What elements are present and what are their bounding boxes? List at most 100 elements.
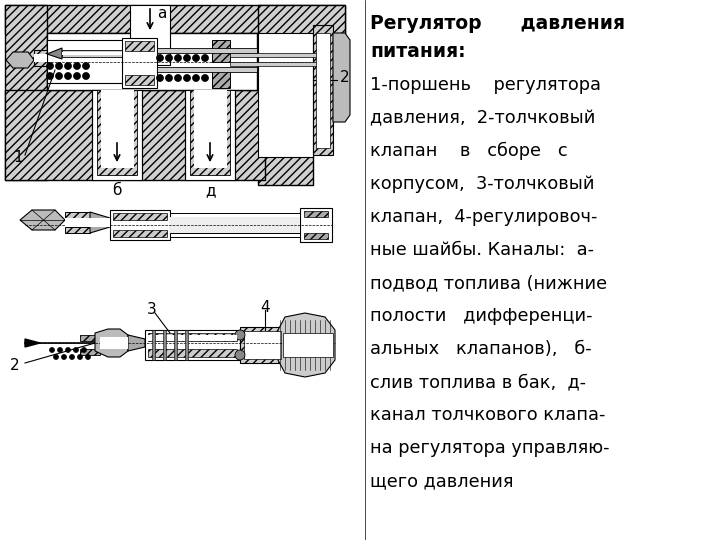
Text: 1: 1 <box>13 151 23 165</box>
Polygon shape <box>90 218 110 227</box>
Polygon shape <box>365 0 720 540</box>
Polygon shape <box>170 233 300 237</box>
Polygon shape <box>47 33 257 90</box>
Circle shape <box>61 354 66 360</box>
Text: давления,  2-толчковый: давления, 2-толчковый <box>370 109 595 127</box>
Polygon shape <box>170 213 300 217</box>
Polygon shape <box>47 40 132 83</box>
Polygon shape <box>125 75 154 85</box>
Polygon shape <box>125 41 154 51</box>
Circle shape <box>156 75 163 82</box>
Polygon shape <box>80 335 100 341</box>
Circle shape <box>202 55 209 62</box>
Polygon shape <box>212 68 230 88</box>
Circle shape <box>174 75 181 82</box>
Text: 4: 4 <box>260 300 270 314</box>
Polygon shape <box>300 208 332 242</box>
Polygon shape <box>304 233 328 239</box>
Text: б: б <box>112 183 122 198</box>
Polygon shape <box>316 33 330 148</box>
Polygon shape <box>258 55 313 185</box>
Polygon shape <box>101 90 134 168</box>
Polygon shape <box>157 67 257 72</box>
Polygon shape <box>65 218 90 227</box>
Polygon shape <box>90 212 110 233</box>
Text: на регулятора управляю-: на регулятора управляю- <box>370 439 610 457</box>
Circle shape <box>86 354 91 360</box>
Polygon shape <box>194 90 227 168</box>
Circle shape <box>53 354 58 360</box>
Polygon shape <box>185 330 188 360</box>
Polygon shape <box>240 327 285 363</box>
Polygon shape <box>65 227 90 233</box>
Text: а: а <box>157 6 166 21</box>
Circle shape <box>55 63 63 70</box>
Polygon shape <box>34 54 47 62</box>
Text: 2: 2 <box>10 357 20 373</box>
Polygon shape <box>65 212 90 218</box>
Polygon shape <box>122 38 157 88</box>
Text: 1-поршень    регулятора: 1-поршень регулятора <box>370 76 601 94</box>
Text: альных   клапанов),   б-: альных клапанов), б- <box>370 340 592 358</box>
Circle shape <box>166 55 173 62</box>
Circle shape <box>55 72 63 79</box>
Circle shape <box>70 354 74 360</box>
Text: клапан,  4-регулировоч-: клапан, 4-регулировоч- <box>370 208 598 226</box>
Text: д: д <box>204 183 215 198</box>
Circle shape <box>192 75 199 82</box>
Polygon shape <box>130 5 170 65</box>
Polygon shape <box>148 349 237 357</box>
Polygon shape <box>212 40 230 62</box>
Polygon shape <box>113 213 167 220</box>
Polygon shape <box>34 50 47 66</box>
Circle shape <box>174 55 181 62</box>
Polygon shape <box>62 50 122 57</box>
Polygon shape <box>20 210 65 230</box>
Polygon shape <box>170 217 300 233</box>
Polygon shape <box>97 90 137 175</box>
Circle shape <box>65 63 71 70</box>
Text: корпусом,  3-толчковый: корпусом, 3-толчковый <box>370 175 595 193</box>
Text: Регулятор      давления: Регулятор давления <box>370 14 625 33</box>
Circle shape <box>83 63 89 70</box>
Polygon shape <box>148 335 237 341</box>
Polygon shape <box>185 90 235 180</box>
Circle shape <box>58 348 63 353</box>
Text: питания:: питания: <box>370 42 466 61</box>
Circle shape <box>235 350 245 360</box>
Polygon shape <box>5 5 47 180</box>
Text: канал толчкового клапа-: канал толчкового клапа- <box>370 406 606 424</box>
Circle shape <box>47 72 53 79</box>
Circle shape <box>73 72 81 79</box>
Polygon shape <box>258 5 345 60</box>
Polygon shape <box>230 62 320 66</box>
Polygon shape <box>145 330 240 360</box>
Circle shape <box>184 75 191 82</box>
Text: подвод топлива (нижние: подвод топлива (нижние <box>370 274 607 292</box>
Polygon shape <box>148 333 237 341</box>
Polygon shape <box>258 33 313 157</box>
Circle shape <box>235 330 245 340</box>
Polygon shape <box>230 53 320 57</box>
Polygon shape <box>100 337 128 349</box>
Polygon shape <box>47 48 62 59</box>
Polygon shape <box>152 330 155 360</box>
Polygon shape <box>283 333 333 357</box>
Polygon shape <box>190 90 230 175</box>
Text: ные шайбы. Каналы:  а-: ные шайбы. Каналы: а- <box>370 241 594 259</box>
Circle shape <box>73 348 78 353</box>
Circle shape <box>192 55 199 62</box>
Text: щего давления: щего давления <box>370 472 513 490</box>
Circle shape <box>156 55 163 62</box>
Polygon shape <box>5 5 345 33</box>
Circle shape <box>83 72 89 79</box>
Circle shape <box>184 55 191 62</box>
Text: полости   дифференци-: полости дифференци- <box>370 307 593 325</box>
Polygon shape <box>333 33 350 122</box>
Circle shape <box>65 72 71 79</box>
Polygon shape <box>92 90 142 180</box>
Circle shape <box>47 63 53 70</box>
Polygon shape <box>304 211 328 217</box>
Polygon shape <box>6 52 34 68</box>
Text: слив топлива в бак,  д-: слив топлива в бак, д- <box>370 373 586 391</box>
